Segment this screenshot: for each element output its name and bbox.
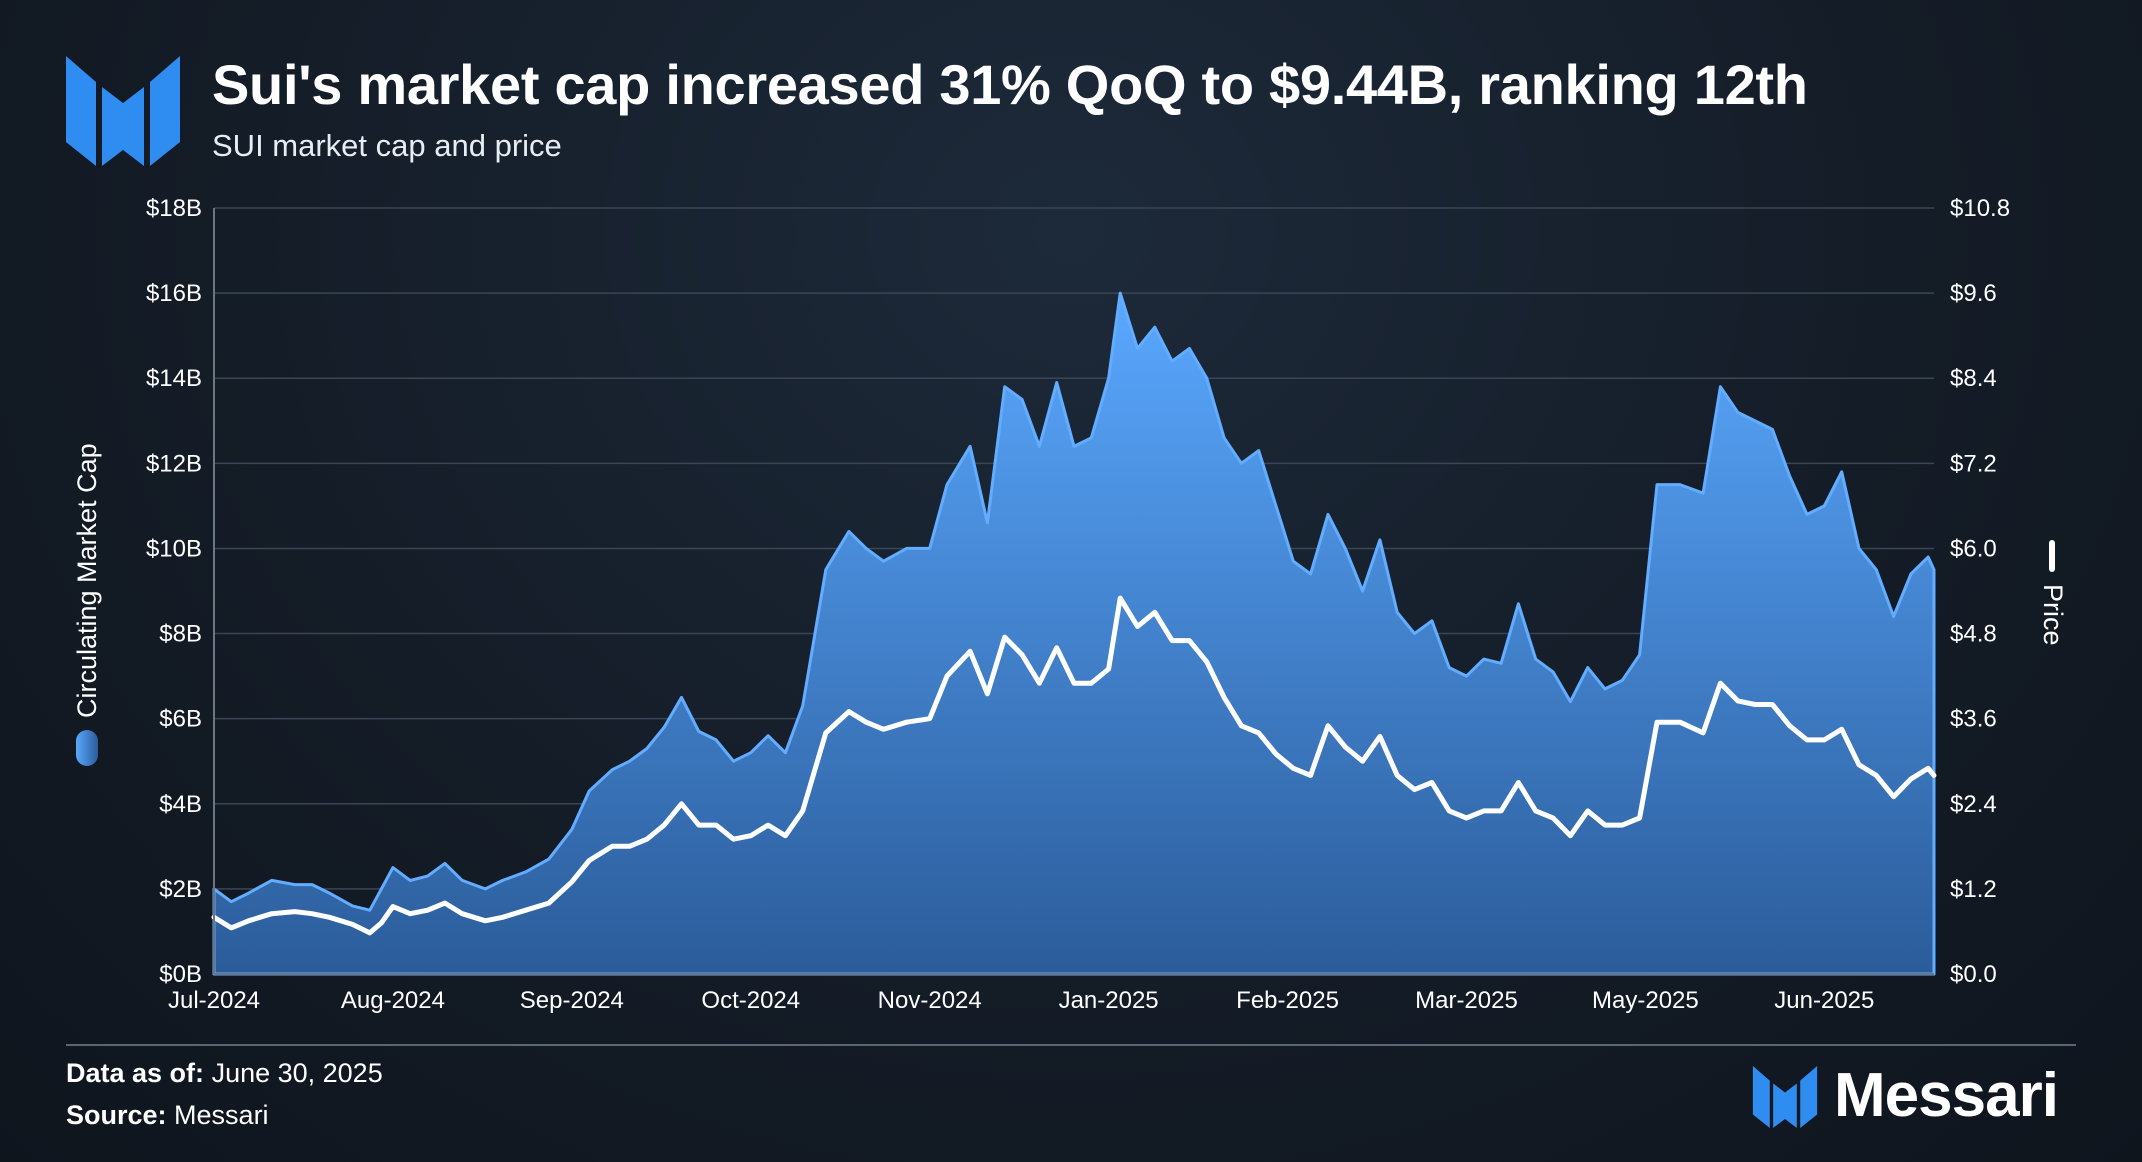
messari-m-icon [1752, 1066, 1818, 1128]
source-line: Source: Messari [66, 1100, 269, 1131]
x-tick-label: Mar-2025 [1415, 987, 1518, 1014]
right-tick-label: $3.6 [1950, 706, 1997, 733]
x-tick-label: Sep-2024 [520, 987, 624, 1014]
left-axis-ticks: $0B $2B $4B $6B $8B $10B $12B $14B $16B $18B [146, 195, 202, 988]
legend-market-cap: Circulating Market Cap [72, 443, 102, 766]
right-tick-label: $6.0 [1950, 535, 1997, 562]
legend-price: Price [2038, 540, 2068, 646]
right-axis-ticks: $0.0 $1.2 $2.4 $3.6 $4.8 $6.0 $7.2 $8.4 $9.6 $10.… [1950, 195, 2010, 988]
left-tick-label: $0B [159, 961, 202, 988]
x-tick-label: Jul-2024 [168, 987, 260, 1014]
price-line [211, 595, 1937, 936]
left-tick-label: $10B [146, 535, 202, 562]
right-tick-label: $10.8 [1950, 195, 2010, 222]
left-tick-label: $16B [146, 280, 202, 307]
x-tick-label: Oct-2024 [701, 987, 800, 1014]
source-value: Messari [174, 1100, 269, 1130]
left-tick-label: $8B [159, 621, 202, 648]
right-tick-label: $7.2 [1950, 450, 1997, 477]
legend-market-cap-label: Circulating Market Cap [72, 443, 102, 718]
messari-logo-icon [66, 56, 180, 166]
x-tick-label: May-2025 [1592, 987, 1699, 1014]
right-tick-label: $9.6 [1950, 280, 1997, 307]
left-tick-label: $18B [146, 195, 202, 222]
chart-title: Sui's market cap increased 31% QoQ to $9… [212, 53, 1808, 116]
right-tick-label: $1.2 [1950, 876, 1997, 903]
chart-subtitle: SUI market cap and price [212, 128, 562, 163]
right-tick-label: $0.0 [1950, 961, 1997, 988]
data-date-line: Data as of: June 30, 2025 [66, 1058, 383, 1089]
legend-line-swatch [2049, 540, 2055, 572]
right-tick-label: $2.4 [1950, 791, 1997, 818]
x-tick-label: Jan-2025 [1059, 987, 1159, 1014]
legend-area-swatch [76, 730, 98, 766]
x-tick-label: Feb-2025 [1236, 987, 1339, 1014]
x-axis-ticks: Jul-2024 Aug-2024 Sep-2024 Oct-2024 Nov-2024… [168, 987, 1874, 1014]
messari-brand: Messari [1752, 1060, 2082, 1132]
brand-name: Messari [1834, 1061, 2059, 1130]
x-tick-label: Jun-2025 [1774, 987, 1874, 1014]
x-tick-label: Aug-2024 [341, 987, 445, 1014]
x-tick-label: Nov-2024 [878, 987, 982, 1014]
right-tick-label: $8.4 [1950, 365, 1997, 392]
data-date-label: Data as of: [66, 1058, 205, 1088]
left-tick-label: $6B [159, 706, 202, 733]
footer-divider [66, 1044, 2076, 1046]
left-tick-label: $4B [159, 791, 202, 818]
legend-price-label: Price [2038, 584, 2068, 646]
left-tick-label: $2B [159, 876, 202, 903]
left-tick-label: $12B [146, 450, 202, 477]
right-tick-label: $4.8 [1950, 621, 1997, 648]
source-label: Source: [66, 1100, 167, 1130]
data-date-value: June 30, 2025 [211, 1058, 383, 1088]
left-tick-label: $14B [146, 365, 202, 392]
